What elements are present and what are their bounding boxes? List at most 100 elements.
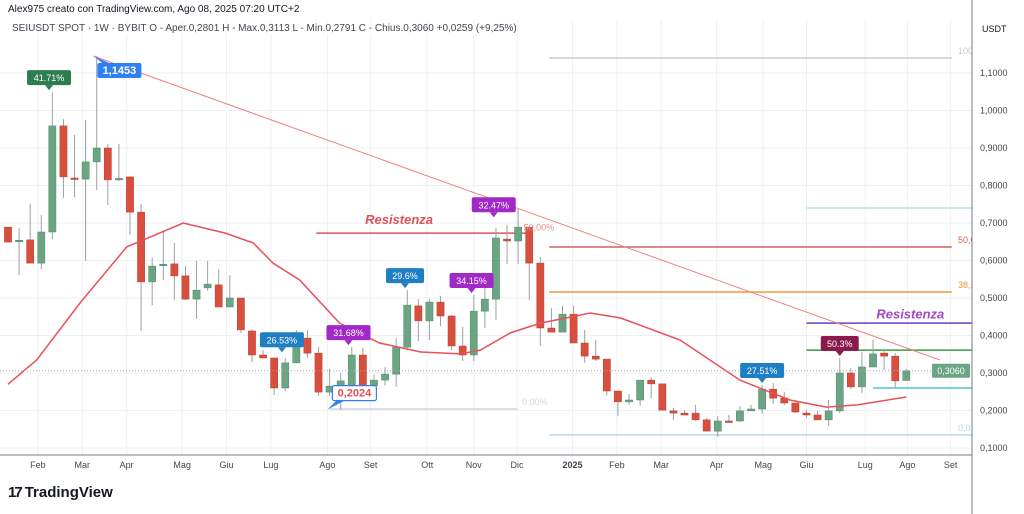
callout-label: 31.68% xyxy=(326,325,371,346)
candle xyxy=(203,260,212,291)
candle xyxy=(813,410,822,421)
callout-text: 29.6% xyxy=(392,271,418,281)
callout-label: 32.47% xyxy=(471,197,516,218)
candle-body xyxy=(514,226,522,242)
candle xyxy=(736,406,744,423)
candle-body xyxy=(469,310,478,356)
x-tick-label: Dic xyxy=(511,460,524,470)
candle xyxy=(115,143,123,181)
overlays: Resistenza Resistenza 50,00% 41.71% 1,1453 26… xyxy=(0,55,972,410)
callout-text: 26.53% xyxy=(267,335,298,345)
callout-label: 41.71% xyxy=(27,70,72,91)
candle-body xyxy=(835,372,844,412)
callout-box xyxy=(331,385,377,402)
callout-label: 29.6% xyxy=(386,268,425,289)
candle-body xyxy=(680,412,689,416)
last-price-badge xyxy=(932,363,970,378)
callout-label: 0,2024 xyxy=(327,385,377,410)
candle-body xyxy=(791,402,800,413)
candle-body xyxy=(115,178,123,181)
annotation-text: Resistenza xyxy=(365,212,433,227)
candle-body xyxy=(92,147,101,163)
candle xyxy=(15,227,23,276)
candle-body xyxy=(525,226,534,264)
candle-body xyxy=(458,345,467,356)
callout-box xyxy=(386,268,425,284)
y-tick-label: 1,1000 xyxy=(980,68,1008,78)
candle-body xyxy=(736,410,744,422)
candle-body xyxy=(614,390,622,403)
logo-text: TradingView xyxy=(24,484,113,501)
candle-body xyxy=(536,262,545,329)
callout-box xyxy=(326,325,371,341)
candle xyxy=(891,353,900,388)
x-tick-label: Feb xyxy=(30,460,46,470)
candle-body xyxy=(403,304,412,348)
callout-box xyxy=(259,332,304,348)
candle xyxy=(237,297,245,333)
y-tick-label: 0,8000 xyxy=(980,181,1008,191)
candle xyxy=(4,226,12,243)
candle xyxy=(458,326,467,361)
annotation-text: 50,00% xyxy=(524,223,555,233)
candle xyxy=(835,358,844,414)
candle-body xyxy=(492,237,500,300)
candle xyxy=(636,379,644,406)
grid xyxy=(0,20,972,455)
candle-body xyxy=(225,297,234,308)
candle-body xyxy=(414,305,423,322)
candle xyxy=(591,340,600,361)
x-tick-label: Lug xyxy=(858,460,873,470)
level-label: 38,2 xyxy=(958,280,976,290)
x-tick-label: Nov xyxy=(466,460,483,470)
candle-body xyxy=(303,337,312,354)
candle-body xyxy=(603,358,611,392)
candle-body xyxy=(691,412,700,421)
candle-body xyxy=(713,420,722,432)
candle xyxy=(713,416,722,438)
candle xyxy=(59,119,68,198)
candle-body xyxy=(658,383,667,411)
tradingview-logo-icon: 17 xyxy=(8,484,23,501)
callout-pointer xyxy=(758,378,767,383)
candle-body xyxy=(625,399,633,403)
candle xyxy=(680,410,689,416)
candle-body xyxy=(48,125,57,233)
candle-body xyxy=(580,342,589,357)
candle-body xyxy=(725,420,733,423)
candle xyxy=(270,357,279,396)
candle xyxy=(536,257,545,346)
y-tick-label: 0,9000 xyxy=(980,143,1008,153)
callout-box xyxy=(449,273,494,288)
callout-text: 0,2024 xyxy=(338,388,373,400)
candle-body xyxy=(647,379,656,385)
candle xyxy=(802,410,811,418)
candle-body xyxy=(281,362,290,389)
x-tick-label: Mar xyxy=(653,460,669,470)
callout-text: 34.15% xyxy=(456,276,487,286)
candle-body xyxy=(192,289,201,300)
candle xyxy=(447,314,456,351)
candle-body xyxy=(214,284,223,308)
candle-body xyxy=(103,147,112,181)
candle xyxy=(547,308,556,333)
candle xyxy=(26,203,35,264)
candle xyxy=(37,215,46,270)
candle xyxy=(747,404,755,412)
candle xyxy=(436,296,445,327)
candle-body xyxy=(747,408,755,412)
candle xyxy=(614,390,622,417)
candle xyxy=(625,394,633,405)
callout-label: 27.51% xyxy=(740,363,785,383)
candle-body xyxy=(59,125,68,178)
candle xyxy=(314,347,323,396)
candle xyxy=(603,358,611,396)
x-tick-label: Giu xyxy=(799,460,813,470)
candle xyxy=(259,350,267,359)
callout-pointer xyxy=(277,347,286,353)
candle-body xyxy=(902,370,911,381)
callout-box xyxy=(471,197,516,213)
x-tick-label: Apr xyxy=(710,460,724,470)
